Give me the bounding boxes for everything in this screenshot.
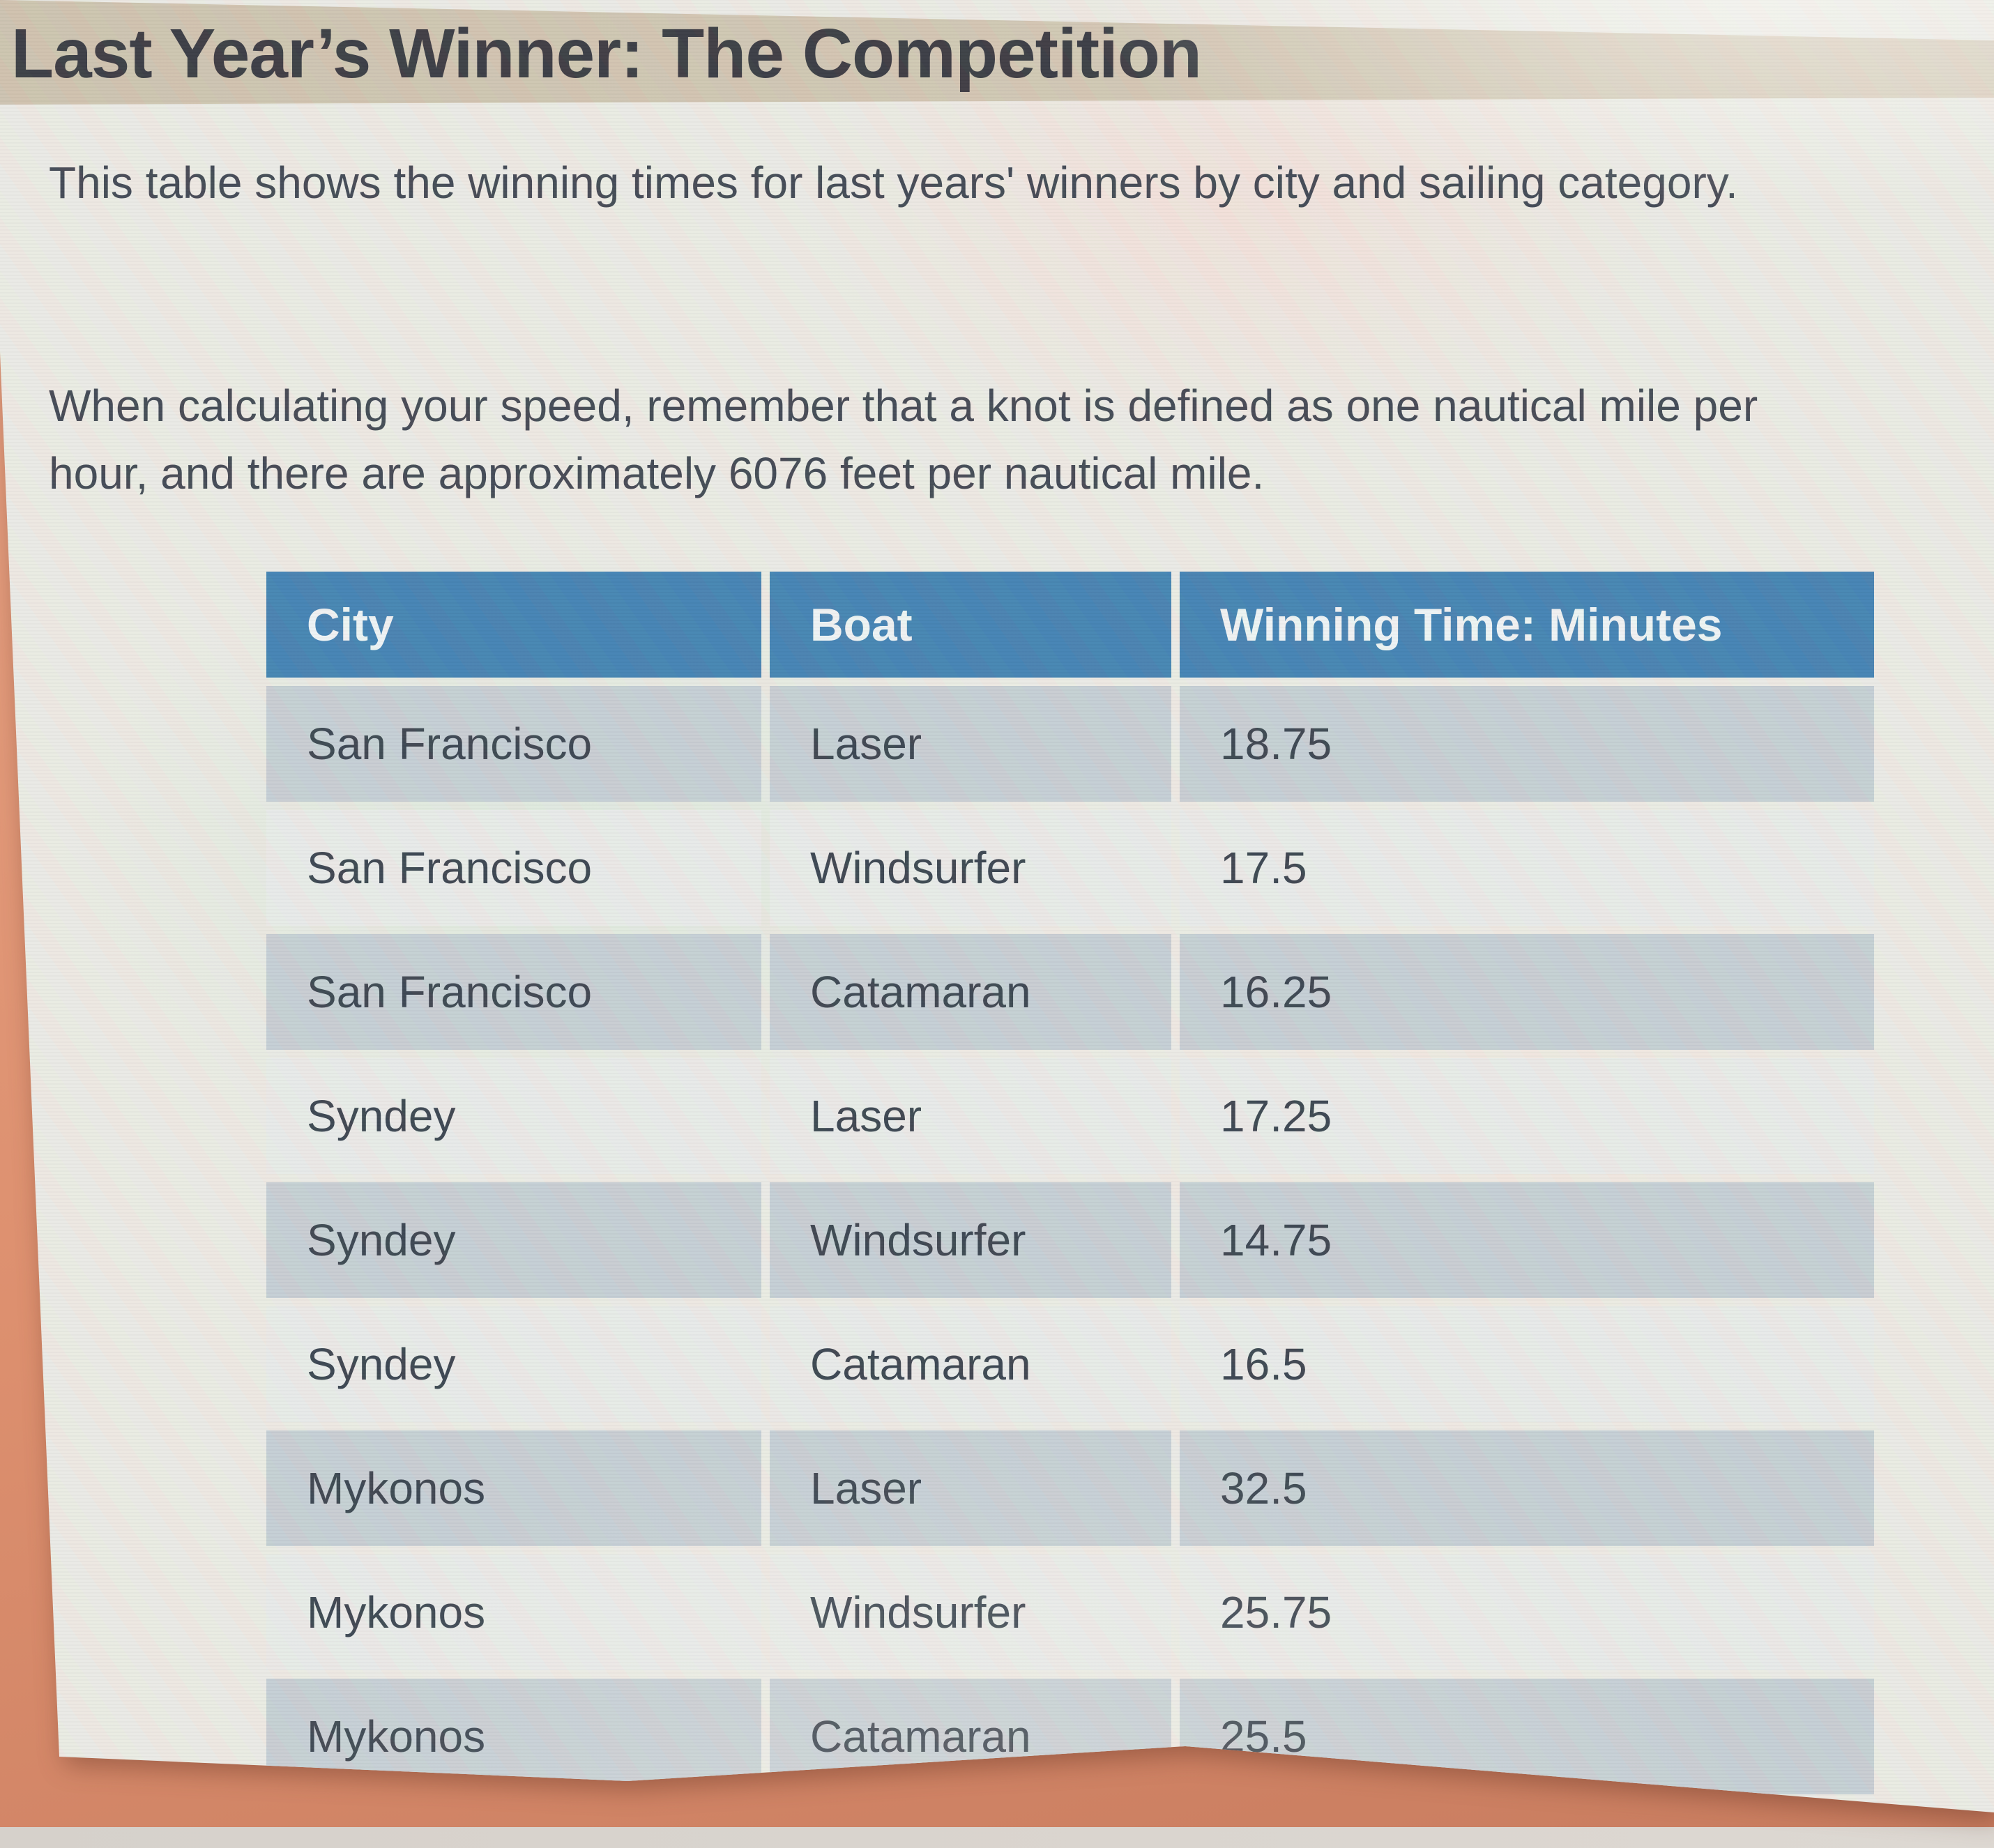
cell-boat: Windsurfer [770, 810, 1171, 926]
cell-boat: Catamaran [770, 1679, 1171, 1794]
column-header-winning-time: Winning Time: Minutes [1180, 572, 1874, 678]
cell-time: 25.5 [1180, 1679, 1874, 1794]
cell-time: 32.5 [1180, 1430, 1874, 1546]
cell-city: Mykonos [266, 1430, 761, 1546]
cell-time: 16.5 [1180, 1306, 1874, 1422]
page-title: Last Year’s Winner: The Competition [11, 15, 1202, 93]
cell-boat: Laser [770, 1430, 1171, 1546]
cell-boat: Windsurfer [770, 1555, 1171, 1670]
speed-note-paragraph: When calculating your speed, remember th… [49, 381, 1758, 499]
cell-city: Mykonos [266, 1555, 761, 1670]
cell-boat: Laser [770, 1058, 1171, 1174]
cell-boat: Catamaran [770, 1306, 1171, 1422]
winning-times-table: City Boat Winning Time: Minutes San Fran… [266, 572, 1874, 1794]
cell-boat: Windsurfer [770, 1182, 1171, 1298]
cell-boat: Laser [770, 686, 1171, 802]
cell-city: Mykonos [266, 1679, 761, 1794]
column-header-boat: Boat [770, 572, 1171, 678]
cell-city: San Francisco [266, 810, 761, 926]
cell-boat: Catamaran [770, 934, 1171, 1050]
column-header-city: City [266, 572, 761, 678]
cell-city: Syndey [266, 1058, 761, 1174]
cell-city: Syndey [266, 1182, 761, 1298]
cell-city: San Francisco [266, 686, 761, 802]
cell-city: San Francisco [266, 934, 761, 1050]
cell-time: 17.5 [1180, 810, 1874, 926]
cell-time: 14.75 [1180, 1182, 1874, 1298]
cell-city: Syndey [266, 1306, 761, 1422]
cell-time: 25.75 [1180, 1555, 1874, 1670]
desk-edge [0, 1827, 1994, 1848]
intro-paragraph: This table shows the winning times for l… [49, 158, 1738, 208]
cell-time: 18.75 [1180, 686, 1874, 802]
cell-time: 16.25 [1180, 934, 1874, 1050]
cell-time: 17.25 [1180, 1058, 1874, 1174]
